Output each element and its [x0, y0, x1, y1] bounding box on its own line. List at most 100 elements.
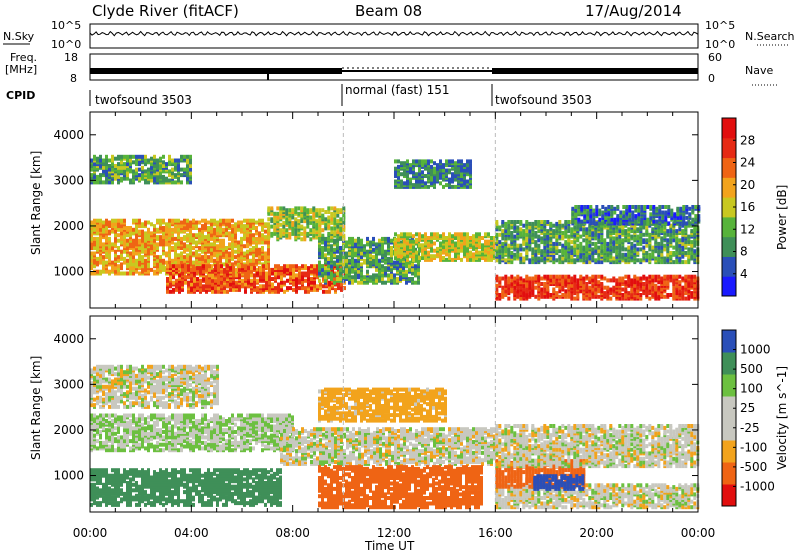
heatmap-cell — [222, 238, 225, 243]
heatmap-cell — [573, 274, 577, 279]
heatmap-cell — [177, 227, 180, 232]
heatmap-cell — [120, 262, 123, 267]
heatmap-cell — [171, 258, 174, 263]
heatmap-cell — [123, 256, 126, 261]
heatmap-cell — [333, 260, 336, 265]
heatmap-cell — [324, 242, 327, 247]
heatmap-cell — [330, 244, 333, 249]
heatmap-cell — [90, 220, 93, 225]
heatmap-cell — [298, 273, 301, 278]
heatmap-cell — [234, 235, 237, 240]
heatmap-cell — [102, 220, 105, 225]
heatmap-cell — [570, 245, 574, 250]
heatmap-cell — [201, 229, 204, 234]
heatmap-cell — [192, 236, 195, 241]
heatmap-cell — [294, 217, 298, 222]
heatmap-cell — [132, 169, 135, 174]
heatmap-cell — [141, 236, 144, 241]
heatmap-cell — [108, 229, 111, 234]
heatmap-cell — [174, 242, 177, 247]
heatmap-cell — [186, 167, 189, 172]
heatmap-cell — [501, 236, 505, 241]
heatmap-cell — [205, 284, 208, 289]
heatmap-cell — [678, 289, 682, 294]
heatmap-cell — [162, 246, 165, 250]
heatmap-cell — [327, 215, 331, 220]
heatmap-cell — [292, 287, 295, 292]
heatmap-cell — [321, 264, 324, 269]
heatmap-cell — [105, 158, 108, 163]
heatmap-cell — [231, 249, 234, 254]
heatmap-cell — [256, 278, 259, 283]
heatmap-cell — [630, 249, 634, 254]
heatmap-cell — [219, 255, 222, 260]
heatmap-cell — [406, 164, 409, 169]
heatmap-cell — [186, 247, 189, 252]
heatmap-cell — [618, 234, 622, 239]
heatmap-cell — [193, 271, 196, 276]
heatmap-cell — [618, 251, 622, 255]
heatmap-cell — [651, 278, 655, 283]
heatmap-cell — [195, 233, 198, 238]
heatmap-cell — [537, 234, 541, 239]
heatmap-cell — [171, 218, 174, 223]
heatmap-cell — [675, 283, 679, 288]
heatmap-cell — [588, 260, 592, 265]
heatmap-cell — [672, 238, 676, 243]
heatmap-cell — [351, 280, 354, 285]
heatmap-cell — [684, 283, 688, 288]
heatmap-cell — [400, 243, 403, 248]
heatmap-cell — [144, 242, 147, 247]
heatmap-cell — [445, 252, 448, 257]
heatmap-cell — [301, 264, 304, 269]
heatmap-cell — [208, 264, 211, 269]
heatmap-cell — [615, 236, 619, 241]
heatmap-cell — [457, 241, 460, 246]
heatmap-cell — [384, 249, 387, 254]
heatmap-cell — [183, 242, 186, 247]
heatmap-cell — [252, 218, 255, 223]
heatmap-cell — [138, 271, 141, 276]
heatmap-cell — [493, 239, 496, 244]
heatmap-cell — [645, 243, 649, 248]
heatmap-cell — [267, 222, 270, 227]
heatmap-cell — [270, 217, 274, 222]
heatmap-cell — [654, 249, 658, 254]
heatmap-cell — [150, 244, 153, 249]
heatmap-cell — [678, 243, 682, 248]
heatmap-cell — [279, 222, 283, 227]
heatmap-cell — [267, 255, 270, 260]
heatmap-cell — [684, 296, 688, 301]
heatmap-cell — [114, 266, 117, 271]
heatmap-cell — [316, 284, 319, 289]
heatmap-cell — [378, 238, 381, 243]
heatmap-cell — [172, 264, 175, 269]
heatmap-cell — [397, 237, 400, 242]
heatmap-cell — [603, 241, 607, 246]
heatmap-cell — [460, 183, 463, 188]
heatmap-cell — [576, 294, 580, 299]
heatmap-cell — [192, 251, 195, 256]
heatmap-cell — [418, 248, 421, 253]
heatmap-cell — [330, 220, 334, 225]
heatmap-cell — [174, 180, 177, 185]
heatmap-cell — [117, 154, 120, 159]
heatmap-cell — [177, 224, 180, 229]
heatmap-cell — [316, 267, 319, 272]
heatmap-cell — [181, 282, 184, 287]
heatmap-cell — [408, 260, 411, 265]
heatmap-cell — [561, 243, 565, 248]
heatmap-cell — [615, 278, 619, 283]
heatmap-cell — [487, 250, 490, 255]
heatmap-cell — [366, 260, 369, 265]
heatmap-cell — [516, 282, 520, 286]
heatmap-cell — [280, 271, 283, 276]
heatmap-cell — [519, 280, 523, 285]
heatmap-cell — [90, 167, 93, 172]
heatmap-cell — [606, 293, 610, 297]
heatmap-cell — [199, 266, 202, 271]
heatmap-cell — [690, 294, 694, 299]
heatmap-cell — [141, 269, 144, 274]
heatmap-cell — [265, 282, 268, 287]
heatmap-cell — [123, 176, 126, 181]
